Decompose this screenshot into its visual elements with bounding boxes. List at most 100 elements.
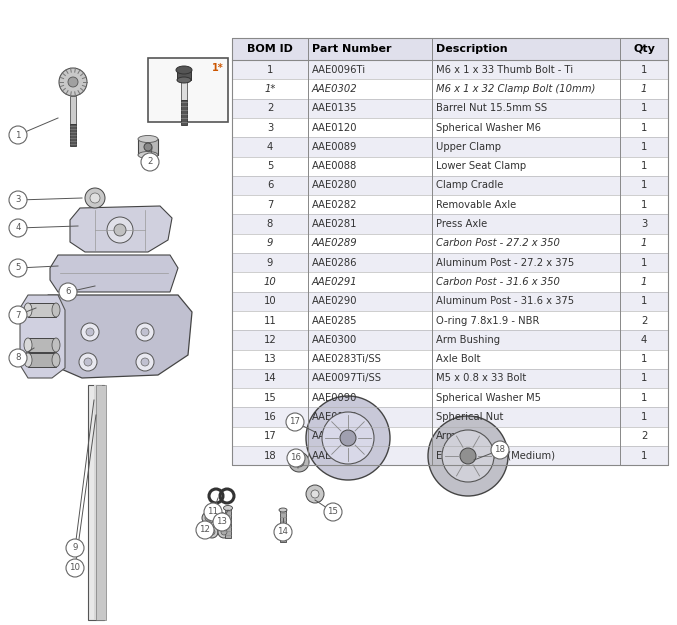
Text: 2: 2 xyxy=(267,103,274,113)
Ellipse shape xyxy=(52,338,60,352)
Circle shape xyxy=(311,490,319,498)
Bar xyxy=(70,96,76,124)
Text: AAE0135: AAE0135 xyxy=(312,103,357,113)
Bar xyxy=(70,124,76,146)
Text: 4: 4 xyxy=(16,224,21,232)
Text: Press Axle: Press Axle xyxy=(436,219,487,229)
Text: 16: 16 xyxy=(290,454,301,462)
Circle shape xyxy=(274,523,292,541)
Ellipse shape xyxy=(138,136,158,142)
Circle shape xyxy=(86,328,94,336)
Text: AAE0291: AAE0291 xyxy=(312,277,357,287)
Circle shape xyxy=(136,353,154,371)
Text: AAE0283Ti/SS: AAE0283Ti/SS xyxy=(312,354,382,364)
Text: 1: 1 xyxy=(641,103,647,113)
Text: Description: Description xyxy=(436,44,508,54)
Text: 8: 8 xyxy=(16,354,21,362)
Text: 12: 12 xyxy=(263,335,276,345)
Circle shape xyxy=(141,358,149,366)
Text: Elastomer #5 (Medium): Elastomer #5 (Medium) xyxy=(436,451,555,461)
Text: AAE0090: AAE0090 xyxy=(312,392,357,402)
Circle shape xyxy=(491,441,509,459)
Circle shape xyxy=(66,539,84,557)
Circle shape xyxy=(84,358,92,366)
Circle shape xyxy=(206,526,218,538)
Text: 5: 5 xyxy=(267,161,274,171)
Text: 11: 11 xyxy=(207,508,219,516)
Bar xyxy=(181,80,187,100)
Bar xyxy=(232,369,668,388)
Text: Upper Clamp: Upper Clamp xyxy=(436,142,501,152)
Text: AAE0289: AAE0289 xyxy=(312,238,357,248)
Text: M6 x 1 x 33 Thumb Bolt - Ti: M6 x 1 x 33 Thumb Bolt - Ti xyxy=(436,64,573,74)
Bar xyxy=(232,38,668,60)
Circle shape xyxy=(213,513,231,531)
Text: 1: 1 xyxy=(641,277,647,287)
Text: AAE0120: AAE0120 xyxy=(312,122,357,132)
Circle shape xyxy=(9,259,27,277)
Circle shape xyxy=(90,193,100,203)
Text: 1: 1 xyxy=(641,296,647,306)
Bar xyxy=(181,100,187,125)
Text: Arm Bushing: Arm Bushing xyxy=(436,335,500,345)
Text: 1: 1 xyxy=(641,258,647,268)
Bar xyxy=(232,408,668,427)
Text: Axle Bolt: Axle Bolt xyxy=(436,354,481,364)
Circle shape xyxy=(460,448,476,464)
Ellipse shape xyxy=(177,77,191,83)
Text: 9: 9 xyxy=(267,238,274,248)
Circle shape xyxy=(442,430,494,482)
Bar xyxy=(94,385,102,620)
Text: 18: 18 xyxy=(263,451,276,461)
Circle shape xyxy=(141,153,159,171)
Text: 14: 14 xyxy=(278,528,288,536)
Bar xyxy=(232,253,668,272)
Bar xyxy=(232,214,668,234)
Text: 1*: 1* xyxy=(212,63,224,73)
Text: M5 x 0.8 x 33 Bolt: M5 x 0.8 x 33 Bolt xyxy=(436,374,526,384)
Circle shape xyxy=(214,512,226,524)
Ellipse shape xyxy=(24,353,32,367)
Text: Spherical Washer M5: Spherical Washer M5 xyxy=(436,392,541,402)
Text: AAE0115: AAE0115 xyxy=(312,412,357,422)
Text: 3: 3 xyxy=(641,219,647,229)
Text: 6: 6 xyxy=(267,181,274,191)
Circle shape xyxy=(9,191,27,209)
Text: Spherical Nut: Spherical Nut xyxy=(436,412,504,422)
Circle shape xyxy=(221,529,227,535)
Text: 7: 7 xyxy=(16,311,21,319)
Bar xyxy=(232,388,668,408)
Text: AAE0280: AAE0280 xyxy=(312,181,357,191)
Bar xyxy=(232,292,668,311)
Ellipse shape xyxy=(24,303,32,317)
Text: 1: 1 xyxy=(641,392,647,402)
Ellipse shape xyxy=(176,66,192,74)
Text: Qty: Qty xyxy=(633,44,655,54)
Circle shape xyxy=(9,219,27,237)
Text: AAE0089: AAE0089 xyxy=(312,142,357,152)
Text: 15: 15 xyxy=(328,508,338,516)
Circle shape xyxy=(428,416,508,496)
Text: 1: 1 xyxy=(641,122,647,132)
Circle shape xyxy=(287,449,305,467)
Text: 1: 1 xyxy=(641,84,647,94)
Circle shape xyxy=(144,143,152,151)
Text: Barrel Nut 15.5mm SS: Barrel Nut 15.5mm SS xyxy=(436,103,547,113)
Circle shape xyxy=(205,515,211,521)
Text: 1: 1 xyxy=(16,131,21,139)
Text: 17: 17 xyxy=(290,418,301,426)
Bar xyxy=(225,508,231,538)
Bar xyxy=(232,138,668,156)
Text: 4: 4 xyxy=(641,335,647,345)
Bar xyxy=(232,195,668,214)
Bar xyxy=(280,510,286,542)
Circle shape xyxy=(306,396,390,480)
Circle shape xyxy=(218,526,230,538)
Text: 3: 3 xyxy=(16,196,21,204)
Text: 1: 1 xyxy=(641,200,647,210)
Text: 14: 14 xyxy=(263,374,276,384)
Text: Carbon Post - 27.2 x 350: Carbon Post - 27.2 x 350 xyxy=(436,238,560,248)
Text: 4: 4 xyxy=(267,142,273,152)
Circle shape xyxy=(217,515,223,521)
Text: AAE0088: AAE0088 xyxy=(312,161,357,171)
